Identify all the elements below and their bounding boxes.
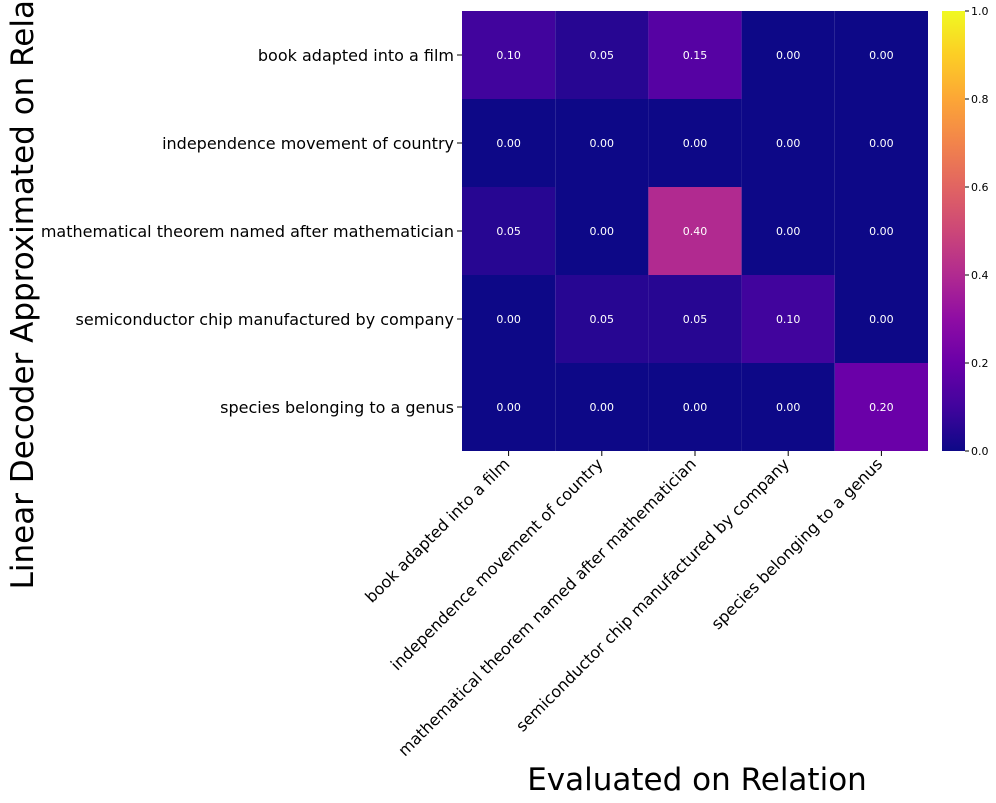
heatmap-cell: [462, 187, 556, 275]
colorbar-ticks: 0.0 0.2 0.4 0.6 0.8 1.0: [965, 5, 989, 458]
colorbar-tick-label: 1.0: [971, 5, 989, 18]
colorbar-tick-label: 0.0: [971, 445, 989, 458]
cell-value-label: 0.15: [683, 49, 708, 62]
heatmap-cell: [741, 11, 835, 99]
heatmap-cell: [834, 363, 928, 451]
y-tick-label: species belonging to a genus: [220, 398, 454, 417]
y-tick-labels: book adapted into a film independence mov…: [41, 46, 462, 417]
heatmap-cell: [648, 11, 742, 99]
cell-value-label: 0.05: [590, 313, 615, 326]
cell-value-label: 0.20: [869, 401, 894, 414]
cell-value-label: 0.00: [776, 401, 801, 414]
colorbar-tick-label: 0.4: [971, 269, 989, 282]
cell-value-label: 0.00: [496, 313, 521, 326]
cell-value-label: 0.00: [496, 137, 521, 150]
cell-value-label: 0.00: [776, 225, 801, 238]
x-tick-label: independence movement of country: [387, 454, 607, 674]
heatmap-cell: [462, 363, 556, 451]
y-tick-label: semiconductor chip manufactured by compa…: [76, 310, 454, 329]
heatmap-cell: [834, 11, 928, 99]
colorbar-tick-label: 0.2: [971, 357, 989, 370]
heatmap-cell: [834, 99, 928, 187]
cell-value-label: 0.00: [869, 49, 894, 62]
heatmap-cell: [741, 275, 835, 363]
heatmap-cell: [834, 275, 928, 363]
heatmap-cell: [741, 187, 835, 275]
heatmap-cell: [648, 99, 742, 187]
colorbar-tick-label: 0.8: [971, 93, 989, 106]
heatmap-cell: [648, 275, 742, 363]
cell-value-label: 0.00: [683, 137, 708, 150]
heatmap-cell: [648, 363, 742, 451]
cell-value-label: 0.00: [776, 49, 801, 62]
heatmap-cells: 0.10 0.05 0.15 0.00 0.00 0.00 0.00 0.00 0.00 0.00…: [462, 11, 928, 451]
y-tick-label: book adapted into a film: [258, 46, 454, 65]
cell-value-label: 0.00: [496, 401, 521, 414]
heatmap-cell: [555, 275, 649, 363]
y-tick-label: independence movement of country: [162, 134, 454, 153]
cell-value-label: 0.00: [869, 137, 894, 150]
cell-value-label: 0.10: [496, 49, 521, 62]
heatmap-cell: [462, 99, 556, 187]
cell-value-label: 0.00: [683, 401, 708, 414]
x-tick-label: species belonging to a genus: [707, 454, 886, 633]
cell-value-label: 0.00: [869, 313, 894, 326]
cell-value-label: 0.00: [869, 225, 894, 238]
y-axis-title: Linear Decoder Approximated on Relation: [5, 0, 41, 589]
heatmap-cell: [555, 11, 649, 99]
cell-value-label: 0.00: [776, 137, 801, 150]
cell-value-label: 0.10: [776, 313, 801, 326]
cell-value-label: 0.00: [590, 225, 615, 238]
colorbar: [942, 11, 965, 451]
heatmap-cell: [555, 187, 649, 275]
heatmap-cell: [555, 363, 649, 451]
cell-value-label: 0.00: [590, 401, 615, 414]
cell-value-label: 0.05: [496, 225, 521, 238]
cell-value-label: 0.00: [590, 137, 615, 150]
heatmap-cell: [741, 363, 835, 451]
cell-value-label: 0.40: [683, 225, 708, 238]
cell-value-label: 0.05: [590, 49, 615, 62]
heatmap-cell: [648, 187, 742, 275]
heatmap-cell: [462, 275, 556, 363]
cell-value-label: 0.05: [683, 313, 708, 326]
heatmap-cell: [555, 99, 649, 187]
heatmap-cell: [741, 99, 835, 187]
heatmap-cell: [462, 11, 556, 99]
colorbar-tick-label: 0.6: [971, 181, 989, 194]
x-axis-title: Evaluated on Relation: [527, 762, 867, 798]
y-tick-label: mathematical theorem named after mathema…: [41, 222, 454, 241]
heatmap-cell: [834, 187, 928, 275]
